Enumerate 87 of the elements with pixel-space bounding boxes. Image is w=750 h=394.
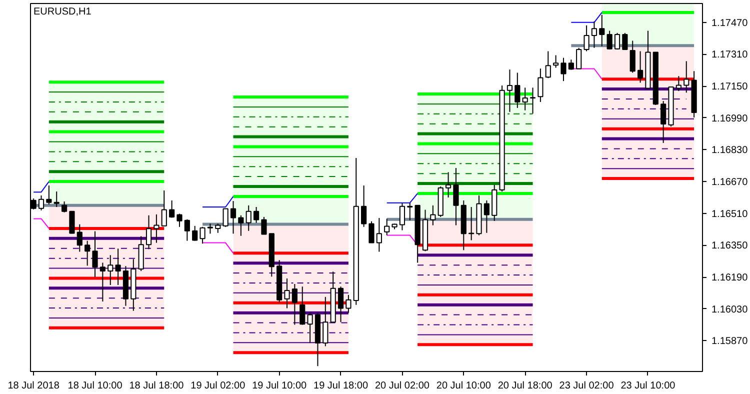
candlestick (376, 217, 382, 252)
candlestick (622, 32, 628, 50)
x-tick-label: 20 Jul 02:00 (374, 380, 430, 392)
candlestick (38, 194, 44, 211)
x-tick-label: 19 Jul 10:00 (252, 380, 308, 392)
x-tick-label: 23 Jul 10:00 (620, 380, 676, 392)
candlestick (407, 202, 413, 221)
candlestick (261, 216, 267, 235)
y-tick-label: 1.16510 (712, 208, 748, 220)
x-tick-label: 19 Jul 02:00 (190, 380, 246, 392)
candlestick (54, 190, 60, 208)
candlestick (69, 210, 75, 234)
y-tick-label: 1.16190 (712, 272, 748, 284)
candlestick (384, 218, 390, 236)
y-tick-label: 1.16670 (712, 177, 748, 188)
y-tick-label: 1.16030 (712, 304, 748, 316)
candlestick (253, 206, 260, 224)
candlestick (606, 30, 612, 50)
candlestick (115, 248, 121, 286)
candlestick (530, 87, 536, 114)
candlestick (246, 204, 252, 232)
candlestick (184, 218, 190, 242)
candlestick (514, 72, 520, 108)
x-tick-label: 23 Jul 02:00 (559, 380, 614, 392)
candlestick (637, 50, 644, 84)
candlestick (200, 226, 206, 244)
y-tick-label: 1.16830 (712, 145, 748, 156)
candlestick (230, 200, 236, 234)
y-tick-label: 1.15870 (712, 336, 748, 348)
candlestick (368, 220, 374, 244)
candlestick (322, 296, 328, 347)
candlestick (660, 100, 666, 144)
y-tick-label: 1.16990 (712, 113, 748, 124)
candlestick (399, 202, 406, 231)
candlestick (300, 286, 306, 326)
candlestick (176, 213, 182, 228)
x-tick-label: 18 Jul 2018 (8, 380, 60, 392)
candlestick (215, 223, 221, 234)
candlestick (591, 20, 598, 48)
chart-title: EURUSD,H1 (34, 6, 92, 18)
candlestick (338, 286, 344, 323)
candlestick (684, 60, 690, 94)
x-tick-label: 18 Jul 18:00 (129, 380, 184, 392)
candlestick (453, 168, 459, 226)
candlestick (584, 24, 590, 52)
candlestick (506, 69, 513, 112)
candlestick (361, 185, 367, 228)
candlestick (284, 278, 290, 309)
candlestick (560, 57, 566, 82)
candlestick (61, 200, 68, 213)
candlestick (76, 224, 82, 252)
y-tick-label: 1.17150 (712, 82, 748, 93)
candlestick (676, 76, 682, 92)
candlestick (553, 54, 559, 68)
x-tick-label: 18 Jul 10:00 (68, 380, 123, 392)
candlestick (522, 87, 528, 111)
candlestick (84, 240, 90, 266)
candlestick (207, 223, 214, 234)
candlestick (307, 312, 313, 344)
x-tick-label: 20 Jul 18:00 (498, 380, 553, 392)
candlestick (484, 200, 490, 234)
candlestick (292, 283, 298, 326)
candlestick (430, 204, 436, 226)
y-tick-label: 1.17470 (712, 18, 748, 29)
candlestick (630, 40, 636, 74)
candlestick (599, 14, 605, 47)
x-tick-label: 19 Jul 18:00 (314, 380, 368, 392)
candlestick (538, 68, 544, 102)
y-tick-label: 1.17310 (712, 50, 748, 61)
candlestick (146, 214, 152, 250)
candlestick (445, 172, 452, 198)
candlestick (108, 254, 114, 286)
candlestick (614, 32, 620, 50)
candlestick (576, 47, 582, 70)
candlestick (346, 294, 352, 314)
candlestick (192, 225, 198, 242)
candlestick (161, 190, 167, 226)
candlestick (545, 50, 551, 79)
x-tick-label: 20 Jul 10:00 (436, 380, 492, 392)
candlestick (169, 200, 175, 218)
candlestick (46, 185, 52, 205)
y-tick-label: 1.16350 (712, 240, 748, 252)
candlestick (154, 214, 160, 244)
candlestick (222, 208, 228, 228)
candlestick (238, 214, 244, 236)
candlestick (100, 262, 106, 302)
candlestick (92, 230, 98, 278)
